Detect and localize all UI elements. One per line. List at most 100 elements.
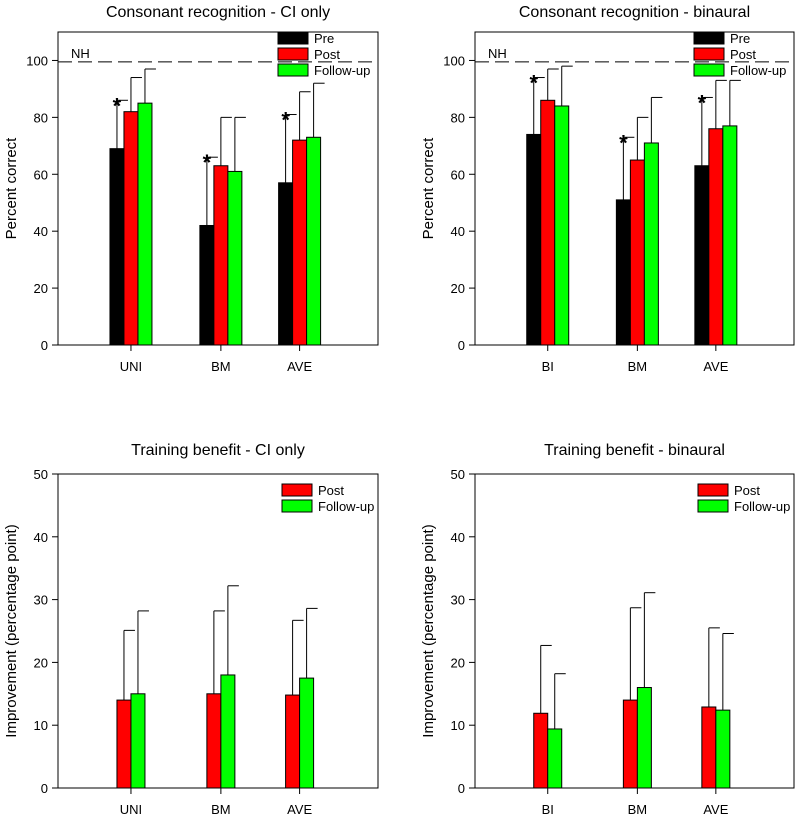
x-tick-label: BM xyxy=(628,802,648,815)
x-tick-label: UNI xyxy=(120,359,142,374)
y-tick-label: 40 xyxy=(451,224,465,239)
x-tick-label: AVE xyxy=(287,359,312,374)
y-tick-label: 0 xyxy=(458,781,465,796)
chart-title: Training benefit - binaural xyxy=(544,442,725,459)
bar-pre xyxy=(694,165,710,346)
bar-follow-up xyxy=(137,102,153,346)
plot-frame xyxy=(474,473,795,789)
y-tick-label: 50 xyxy=(34,467,48,482)
legend-swatch xyxy=(281,499,313,513)
chart-panel-1: Consonant recognition - CI only Percent c… xyxy=(3,4,379,374)
bar-post xyxy=(622,699,638,789)
x-tick-label: BI xyxy=(542,802,554,815)
bar-follow-up xyxy=(306,136,322,346)
y-tick-label: 20 xyxy=(34,655,48,670)
legend-swatch xyxy=(693,31,725,45)
bar-follow-up xyxy=(636,687,652,789)
y-axis-label: Percent correct xyxy=(3,137,20,240)
y-tick-label: 30 xyxy=(451,593,465,608)
x-tick-label: AVE xyxy=(703,359,728,374)
y-tick-label: 40 xyxy=(451,530,465,545)
significance-marker: * xyxy=(619,130,628,155)
bar-post xyxy=(123,111,139,346)
plot-frame xyxy=(57,473,379,789)
chart-title: Training benefit - CI only xyxy=(131,442,305,459)
bar-pre xyxy=(109,148,125,346)
bar-pre xyxy=(615,199,631,346)
bar-follow-up xyxy=(130,693,146,789)
chart-title: Consonant recognition - CI only xyxy=(106,4,330,21)
chart-title: Consonant recognition - binaural xyxy=(519,4,750,21)
reference-line-label: NH xyxy=(488,46,507,61)
legend-swatch xyxy=(277,47,309,61)
y-tick-label: 0 xyxy=(458,338,465,353)
x-tick-label: BM xyxy=(628,359,648,374)
significance-marker: * xyxy=(113,93,122,118)
y-tick-label: 0 xyxy=(41,781,48,796)
bar-follow-up xyxy=(715,709,731,789)
y-tick-label: 30 xyxy=(34,593,48,608)
legend-swatch xyxy=(277,63,309,77)
legend-label: Post xyxy=(318,483,344,498)
legend-label: Post xyxy=(734,483,760,498)
bar-follow-up xyxy=(220,674,236,789)
y-axis-label: Improvement (percentage point) xyxy=(3,524,20,737)
x-tick-label: BI xyxy=(542,359,554,374)
legend-label: Follow-up xyxy=(318,499,374,514)
y-tick-label: 100 xyxy=(26,53,48,68)
bar-follow-up xyxy=(722,125,738,346)
bar-post xyxy=(116,699,132,789)
x-tick-label: BM xyxy=(211,802,231,815)
x-tick-label: AVE xyxy=(703,802,728,815)
significance-marker: * xyxy=(203,150,212,175)
legend-swatch xyxy=(697,483,729,497)
plot-frame xyxy=(57,31,379,346)
y-tick-label: 20 xyxy=(451,655,465,670)
y-tick-label: 0 xyxy=(41,338,48,353)
bar-pre xyxy=(526,133,542,346)
legend-label: Follow-up xyxy=(314,63,370,78)
bar-post xyxy=(533,712,549,789)
plot-frame xyxy=(474,31,795,346)
y-axis-label: Percent correct xyxy=(420,137,437,240)
bar-follow-up xyxy=(299,677,315,789)
x-tick-label: UNI xyxy=(120,802,142,815)
y-tick-label: 20 xyxy=(451,281,465,296)
y-tick-label: 40 xyxy=(34,530,48,545)
legend-label: Pre xyxy=(730,31,750,46)
x-tick-label: BM xyxy=(211,359,231,374)
bar-follow-up xyxy=(554,105,570,346)
bar-post xyxy=(206,693,222,789)
legend-label: Post xyxy=(314,47,340,62)
y-tick-label: 50 xyxy=(451,467,465,482)
y-tick-label: 10 xyxy=(451,718,465,733)
y-tick-label: 100 xyxy=(443,53,465,68)
legend-swatch xyxy=(693,47,725,61)
legend-label: Pre xyxy=(314,31,334,46)
bar-post xyxy=(213,165,229,346)
significance-marker: * xyxy=(529,71,538,96)
legend-label: Post xyxy=(730,47,756,62)
bar-pre xyxy=(199,224,215,346)
y-tick-label: 10 xyxy=(34,718,48,733)
y-tick-label: 20 xyxy=(34,281,48,296)
bar-post xyxy=(292,139,308,346)
legend-swatch xyxy=(277,31,309,45)
legend-swatch xyxy=(693,63,725,77)
legend-label: Follow-up xyxy=(730,63,786,78)
bar-follow-up xyxy=(227,170,243,346)
legend-swatch xyxy=(281,483,313,497)
chart-panel-2: Consonant recognition - binaural Percent … xyxy=(420,4,795,374)
legend-swatch xyxy=(697,499,729,513)
y-tick-label: 60 xyxy=(34,167,48,182)
bar-follow-up xyxy=(643,142,659,346)
bar-post xyxy=(285,694,301,789)
chart-panel-4: Training benefit - binaural Improvement (… xyxy=(420,442,795,815)
reference-line-label: NH xyxy=(71,46,90,61)
y-tick-label: 80 xyxy=(34,110,48,125)
bar-follow-up xyxy=(547,728,563,789)
x-tick-label: AVE xyxy=(287,802,312,815)
bar-pre xyxy=(278,182,294,346)
